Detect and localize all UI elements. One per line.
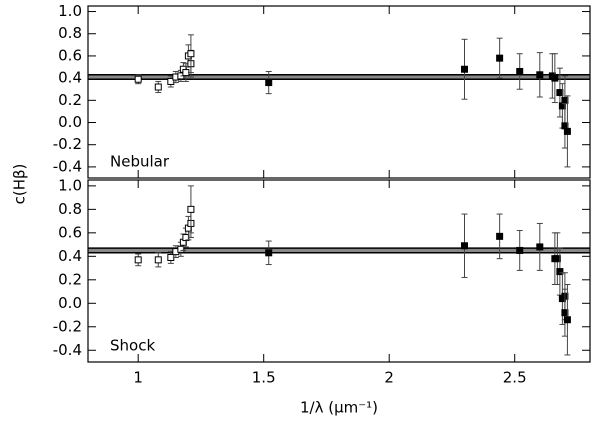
y-tick-label: 0.8 <box>58 200 82 218</box>
data-point <box>187 205 195 213</box>
plot-frame <box>87 179 591 363</box>
y-tick-label: -0.2 <box>53 135 82 153</box>
reference-band <box>88 248 590 253</box>
data-point <box>265 79 273 87</box>
y-tick-label: 1.0 <box>58 176 82 194</box>
data-point <box>556 268 564 276</box>
y-tick-label: 0.2 <box>58 270 82 288</box>
y-tick-label: 0.0 <box>58 113 82 131</box>
y-tick-label: -0.4 <box>53 341 82 359</box>
x-axis-label: 1/λ (μm⁻¹) <box>300 399 378 417</box>
data-point <box>551 74 559 82</box>
y-tick-label: 0.8 <box>58 24 82 42</box>
y-tick-label: 0.6 <box>58 46 82 64</box>
y-tick-label: -0.2 <box>53 317 82 335</box>
y-tick-label: 1.0 <box>58 2 82 20</box>
data-point <box>154 256 162 264</box>
y-tick-label: 0.0 <box>58 294 82 312</box>
data-point <box>265 249 273 257</box>
data-point <box>516 67 524 75</box>
x-tick-label: 2.5 <box>503 369 527 387</box>
panel-label: Shock <box>110 337 155 355</box>
y-tick-label: 0.4 <box>58 69 82 87</box>
y-tick-label: 0.4 <box>58 247 82 265</box>
data-point <box>134 75 142 83</box>
data-point <box>134 256 142 264</box>
data-point <box>187 50 195 58</box>
data-point <box>563 127 571 135</box>
data-point <box>536 71 544 79</box>
panel-label: Nebular <box>110 153 170 171</box>
x-tick-label: 1 <box>133 369 143 387</box>
y-tick-label: 0.2 <box>58 91 82 109</box>
data-point <box>461 242 468 250</box>
plot-frame <box>87 5 591 179</box>
data-point <box>167 77 175 85</box>
data-point <box>496 232 504 240</box>
data-point <box>461 65 468 73</box>
y-axis-label: c(Hβ) <box>11 164 29 205</box>
data-point <box>154 83 162 91</box>
data-point <box>536 243 544 251</box>
y-tick-label: -0.4 <box>53 157 82 175</box>
data-point <box>516 246 524 254</box>
data-point <box>563 316 571 324</box>
x-tick-label: 2 <box>384 369 394 387</box>
x-tick-label: 1.5 <box>252 369 276 387</box>
reference-band <box>88 74 590 80</box>
y-tick-label: 0.6 <box>58 223 82 241</box>
data-point <box>496 54 504 62</box>
